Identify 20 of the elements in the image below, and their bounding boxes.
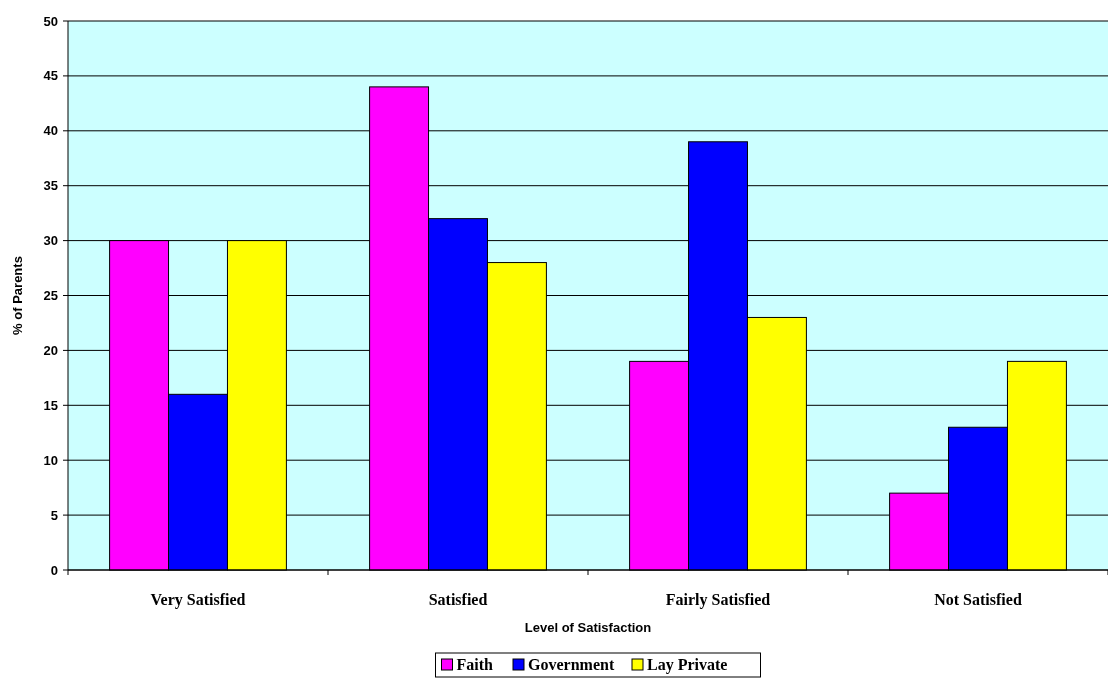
- x-tick-label: Satisfied: [428, 591, 488, 608]
- y-axis-title: % of Parents: [10, 256, 25, 335]
- legend-label: Lay Private: [647, 656, 728, 674]
- y-tick-label: 0: [50, 562, 58, 578]
- y-tick-label: 20: [43, 342, 58, 358]
- y-tick-label: 15: [43, 397, 58, 413]
- legend-label: Faith: [456, 656, 494, 673]
- x-tick-label: Fairly Satisfied: [665, 591, 771, 609]
- y-tick-label: 30: [43, 233, 58, 249]
- x-tick-label: Very Satisfied: [150, 591, 246, 609]
- y-tick-label: 5: [50, 507, 58, 523]
- y-tick-label: 45: [43, 68, 58, 84]
- y-tick-label: 35: [43, 178, 58, 194]
- y-tick-label: 40: [43, 123, 58, 139]
- x-tick-label: Not Satisfied: [934, 591, 1022, 608]
- y-tick-label: 50: [43, 13, 58, 29]
- legend-label: Government: [528, 656, 615, 673]
- y-tick-label: 10: [43, 452, 58, 468]
- y-tick-label: 25: [43, 288, 58, 304]
- x-axis-title: Level of Satisfaction: [524, 620, 652, 635]
